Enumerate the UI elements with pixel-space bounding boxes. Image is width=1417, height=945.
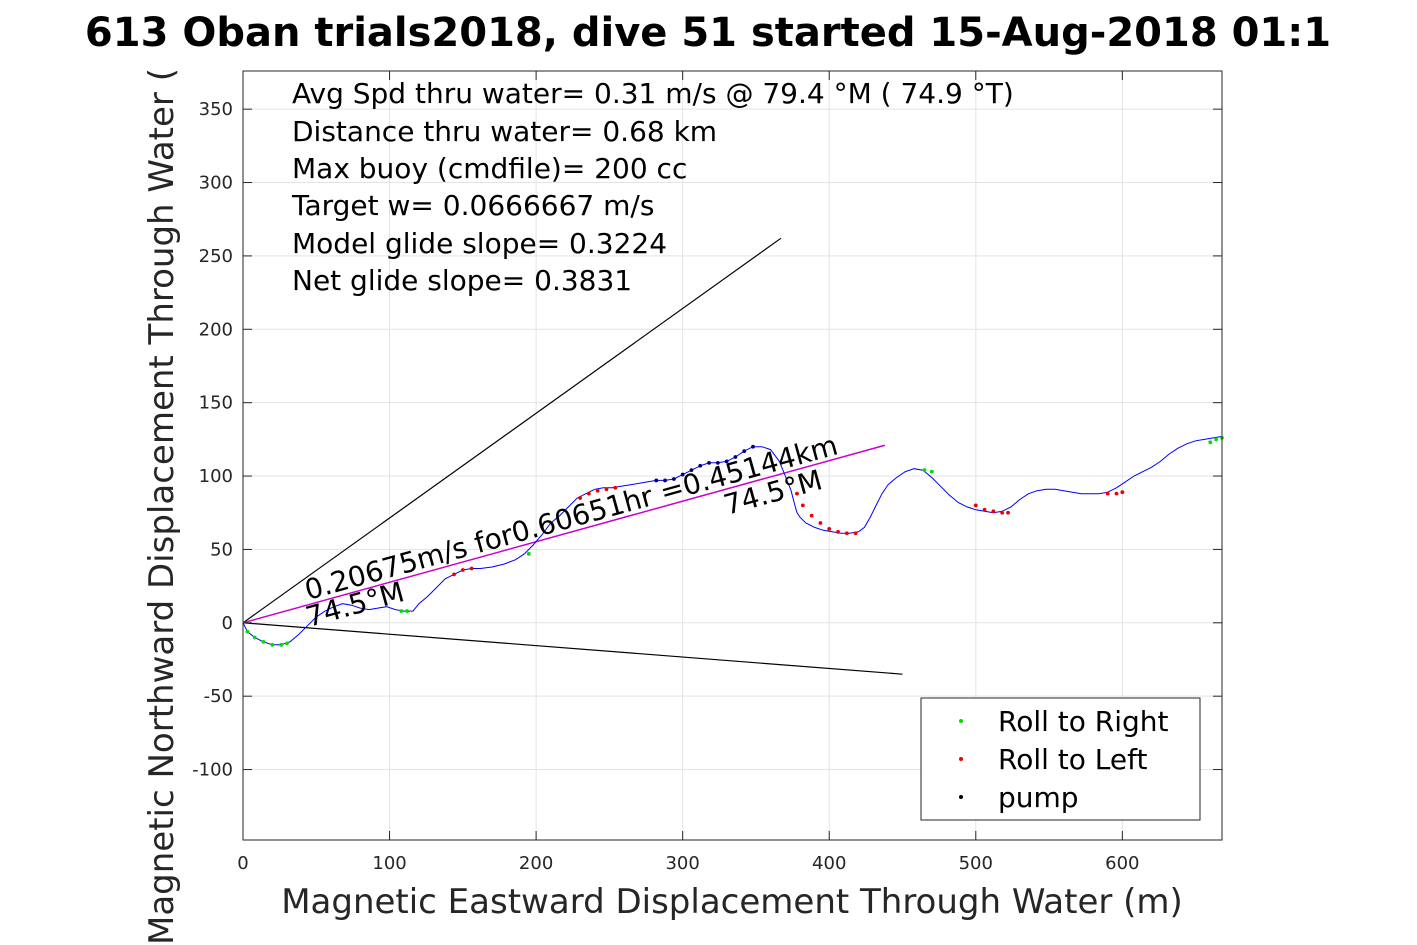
- pump-point: [733, 455, 738, 459]
- annotation-model-glide-slope: Model glide slope= 0.3224: [292, 227, 667, 260]
- x-tick-label: 600: [1105, 853, 1139, 874]
- roll-left-point: [460, 568, 465, 572]
- roll-right-point: [245, 629, 250, 634]
- annotation-avg-speed: Avg Spd thru water= 0.31 m/s @ 79.4 °M (…: [292, 77, 1014, 110]
- roll-left-point: [595, 488, 600, 493]
- pump-point: [724, 459, 729, 464]
- roll-left-point: [973, 503, 978, 508]
- roll-right-point: [285, 641, 289, 646]
- roll-left-point: [1105, 491, 1110, 496]
- roll-left-point: [613, 485, 618, 490]
- roll-left-point: [809, 513, 814, 518]
- y-tick-label: -100: [192, 760, 233, 781]
- roll-left-point: [844, 531, 849, 536]
- roll-left-point: [469, 566, 474, 571]
- legend-label-roll-right: Roll to Right: [998, 705, 1169, 738]
- y-tick-label: 300: [199, 173, 233, 194]
- annotation-distance: Distance thru water= 0.68 km: [292, 115, 717, 148]
- roll-right-point: [526, 551, 531, 556]
- roll-left-point: [1114, 491, 1119, 496]
- pump-point: [680, 472, 685, 477]
- roll-right-point: [929, 469, 934, 474]
- x-tick-label: 500: [959, 853, 993, 874]
- y-tick-label: 250: [199, 246, 233, 267]
- roll-right-point: [261, 639, 266, 644]
- y-tick-label: 150: [199, 393, 233, 414]
- legend-box: [920, 697, 1201, 821]
- legend-label-roll-left: Roll to Left: [998, 743, 1147, 776]
- chart-title: 613 Oban trials2018, dive 51 started 15-…: [85, 10, 1331, 56]
- roll-left-point: [818, 521, 823, 525]
- x-tick-label: 0: [237, 853, 248, 874]
- roll-left-point: [982, 507, 987, 512]
- plot-frame: [242, 70, 1223, 841]
- pump-point: [742, 449, 747, 453]
- y-tick-label: 100: [199, 466, 233, 487]
- roll-right-point: [279, 642, 284, 647]
- wedge-lines: [242, 237, 903, 675]
- roll-right-point: [270, 642, 275, 647]
- roll-right-point: [1208, 440, 1213, 445]
- roll-left-point: [586, 491, 591, 496]
- pump-point: [654, 478, 659, 483]
- roll-left-point: [604, 487, 609, 492]
- roll-left-point: [1120, 490, 1125, 495]
- pump-point: [715, 460, 720, 465]
- x-tick-label: 100: [372, 853, 406, 874]
- roll-left-point: [827, 526, 832, 531]
- y-tick-label: 0: [222, 613, 233, 634]
- y-tick-label: 200: [199, 319, 233, 340]
- annotation-block: Avg Spd thru water= 0.31 m/s @ 79.4 °M (…: [291, 77, 1014, 297]
- y-tick-label: 350: [199, 99, 233, 120]
- y-tick-label: -50: [204, 686, 233, 707]
- x-tick-label: 200: [519, 853, 553, 874]
- pump-point: [707, 460, 711, 465]
- roll-left-point: [800, 503, 805, 508]
- roll-left-point: [853, 531, 858, 536]
- roll-right-point: [1214, 437, 1219, 442]
- pump-point: [689, 468, 694, 473]
- x-axis-label: Magnetic Eastward Displacement Through W…: [281, 882, 1183, 922]
- annotation-max-buoy: Max buoy (cmdfile)= 200 cc: [292, 152, 687, 185]
- roll-left-point: [452, 572, 456, 577]
- x-tick-label: 400: [812, 853, 846, 874]
- legend-label-pump: pump: [998, 781, 1079, 814]
- annotation-target-w: Target w= 0.0666667 m/s: [291, 189, 654, 222]
- pump-point: [663, 478, 667, 483]
- roll-right-point: [922, 468, 927, 473]
- roll-left-point: [836, 529, 840, 534]
- y-axis-label: Magnetic Northward Displacement Through …: [142, 68, 182, 945]
- annotation-net-glide-slope: Net glide slope= 0.3831: [292, 264, 632, 297]
- roll-right-point: [405, 609, 410, 613]
- roll-right-point: [252, 635, 257, 640]
- legend: Roll to Right Roll to Left pump: [920, 697, 1201, 821]
- marker-group: [245, 435, 1224, 647]
- wedge-line-upper: [242, 237, 782, 624]
- roll-left-point: [1000, 510, 1005, 515]
- legend-marker-roll-left: [959, 757, 963, 761]
- pump-point: [751, 444, 755, 449]
- heading-line-group: [242, 444, 886, 624]
- pump-point: [671, 477, 676, 481]
- x-tick-label: 300: [665, 853, 699, 874]
- roll-right-point: [399, 609, 404, 613]
- roll-left-point: [991, 509, 996, 514]
- tick-group: 0 100 200 300 400 500 600 -100 -50 0 50 100 150 200 25…: [192, 71, 1222, 874]
- wedge-line-lower: [242, 622, 903, 675]
- y-tick-label: 50: [210, 539, 233, 560]
- roll-left-point: [578, 496, 582, 500]
- heading-line: [242, 444, 886, 624]
- roll-left-point: [795, 491, 799, 496]
- pump-point: [698, 463, 703, 468]
- roll-left-point: [1006, 510, 1010, 515]
- legend-marker-pump: [959, 795, 963, 799]
- legend-marker-roll-right: [959, 719, 963, 723]
